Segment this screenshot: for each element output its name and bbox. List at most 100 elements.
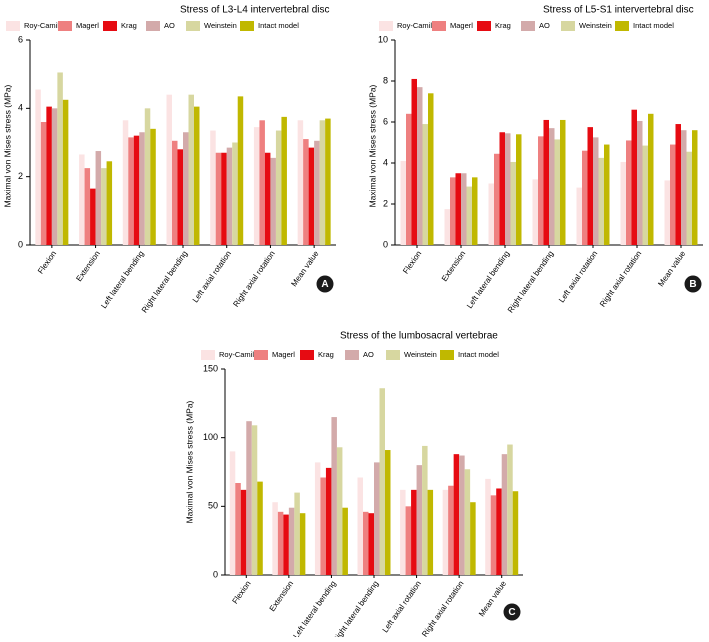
- bar-roy-camille-left-axial-rotation: [576, 187, 582, 245]
- bar-magerl-right-axial-rotation: [626, 140, 632, 245]
- bar-krag-flexion: [411, 78, 417, 245]
- bar-weinstein-right-axial-rotation: [642, 145, 648, 245]
- bar-weinstein-mean-value: [319, 120, 326, 245]
- bar-intact-model-right-lateral-bending: [194, 106, 200, 245]
- bar-intact-model-flexion: [428, 93, 434, 245]
- bar-roy-camille-left-axial-rotation: [400, 489, 406, 575]
- legend-swatch-krag: [477, 21, 491, 31]
- bar-roy-camille-flexion: [400, 160, 406, 245]
- bar-intact-model-extension: [106, 161, 113, 245]
- bar-krag-left-lateral-bending: [499, 132, 505, 245]
- bar-ao-flexion: [51, 108, 58, 245]
- bar-krag-left-axial-rotation: [411, 489, 417, 575]
- legend-label-magerl: Magerl: [272, 350, 295, 359]
- bar-magerl-mean-value: [670, 144, 676, 245]
- legend-label-weinstein: Weinstein: [579, 21, 612, 30]
- bar-magerl-right-lateral-bending: [363, 511, 369, 575]
- bar-roy-camille-right-lateral-bending: [532, 179, 538, 245]
- x-tick-label-right-lateral-bending: Right lateral bending: [331, 579, 380, 637]
- legend-swatch-roy-camille: [6, 21, 20, 31]
- bar-krag-extension: [90, 188, 96, 245]
- legend-label-roy-camille: Roy-Camille: [397, 21, 438, 30]
- x-tick-label-left-lateral-bending: Left lateral bending: [291, 579, 337, 637]
- bar-weinstein-right-axial-rotation: [275, 130, 282, 245]
- bar-krag-right-axial-rotation: [264, 152, 271, 245]
- chart-title: Stress of L3-L4 intervertebral disc: [180, 5, 330, 16]
- bar-weinstein-right-lateral-bending: [554, 139, 560, 245]
- bar-krag-left-axial-rotation: [587, 127, 593, 245]
- legend-label-magerl: Magerl: [450, 21, 473, 30]
- bar-krag-flexion: [46, 106, 52, 245]
- x-tick-label-left-axial-rotation: Left axial rotation: [381, 579, 423, 634]
- chart-panel-a: Stress of L3-L4 intervertebral disc Roy-C…: [2, 5, 336, 314]
- bar-krag-left-lateral-bending: [325, 467, 332, 575]
- bar-intact-model-left-axial-rotation: [427, 489, 434, 575]
- legend-label-weinstein: Weinstein: [404, 350, 437, 359]
- bar-intact-model-right-axial-rotation: [281, 116, 287, 245]
- x-tick-label-flexion: Flexion: [36, 249, 58, 275]
- y-tick-label: 50: [208, 501, 218, 511]
- y-tick-label: 8: [383, 75, 388, 85]
- x-tick-label-right-axial-rotation: Right axial rotation: [420, 579, 465, 637]
- bar-magerl-left-axial-rotation: [582, 150, 588, 245]
- x-tick-label-mean-value: Mean value: [656, 249, 687, 288]
- legend-swatch-intact-model: [440, 350, 454, 360]
- bar-magerl-extension: [450, 177, 456, 245]
- bar-weinstein-extension: [101, 168, 107, 245]
- legend-swatch-intact-model: [615, 21, 629, 31]
- bar-roy-camille-mean-value: [664, 180, 670, 245]
- bar-ao-left-axial-rotation: [416, 465, 423, 575]
- panel-label: A: [321, 279, 328, 290]
- legend-label-intact-model: Intact model: [633, 21, 674, 30]
- bar-roy-camille-right-axial-rotation: [253, 127, 260, 245]
- bar-intact-model-right-lateral-bending: [385, 450, 391, 575]
- bar-weinstein-extension: [294, 492, 300, 575]
- x-tick-label-left-axial-rotation: Left axial rotation: [557, 249, 599, 304]
- chart-panel-b: Stress of L5-S1 intervertebral disc Roy-C…: [367, 5, 703, 314]
- bar-roy-camille-right-axial-rotation: [442, 489, 449, 575]
- y-axis-label: Maximal von Mises stress (MPa): [184, 400, 194, 523]
- legend-swatch-magerl: [432, 21, 446, 31]
- bar-roy-camille-left-axial-rotation: [210, 130, 216, 245]
- bar-intact-model-left-lateral-bending: [150, 128, 156, 245]
- bar-krag-right-lateral-bending: [177, 149, 183, 245]
- bar-krag-mean-value: [496, 488, 502, 575]
- y-tick-label: 0: [18, 239, 23, 249]
- bar-krag-mean-value: [308, 147, 315, 245]
- x-tick-label-right-lateral-bending: Right lateral bending: [506, 249, 555, 314]
- y-tick-label: 100: [203, 432, 218, 442]
- bar-ao-left-lateral-bending: [505, 133, 511, 245]
- legend-swatch-roy-camille: [379, 21, 393, 31]
- y-tick-label: 2: [383, 198, 388, 208]
- bar-weinstein-mean-value: [686, 151, 692, 245]
- bar-roy-camille-left-lateral-bending: [488, 183, 494, 245]
- bar-intact-model-flexion: [257, 481, 263, 575]
- bar-weinstein-left-axial-rotation: [232, 142, 238, 245]
- legend-label-ao: AO: [363, 350, 374, 359]
- bar-magerl-left-lateral-bending: [320, 477, 326, 575]
- legend-label-krag: Krag: [495, 21, 511, 30]
- bar-ao-right-lateral-bending: [183, 132, 189, 245]
- bar-intact-model-flexion: [62, 99, 69, 246]
- bar-magerl-left-axial-rotation: [215, 152, 222, 245]
- bar-intact-model-mean-value: [512, 491, 519, 575]
- y-tick-label: 4: [383, 157, 388, 167]
- bar-roy-camille-right-lateral-bending: [166, 94, 172, 246]
- bar-weinstein-left-axial-rotation: [422, 445, 428, 575]
- legend-swatch-roy-camille: [201, 350, 215, 360]
- bar-ao-mean-value: [681, 130, 687, 245]
- bar-intact-model-right-axial-rotation: [470, 502, 476, 575]
- legend-label-intact-model: Intact model: [258, 21, 299, 30]
- legend-swatch-weinstein: [186, 21, 200, 31]
- bar-roy-camille-extension: [79, 154, 85, 245]
- bar-ao-left-lateral-bending: [331, 417, 337, 575]
- legend-swatch-intact-model: [240, 21, 254, 31]
- legend-swatch-ao: [521, 21, 535, 31]
- bar-krag-mean-value: [675, 124, 681, 245]
- y-tick-label: 0: [383, 239, 388, 249]
- bar-roy-camille-flexion: [229, 451, 236, 575]
- bar-magerl-left-axial-rotation: [405, 506, 412, 575]
- bar-magerl-flexion: [406, 113, 412, 245]
- bar-roy-camille-right-axial-rotation: [620, 161, 626, 245]
